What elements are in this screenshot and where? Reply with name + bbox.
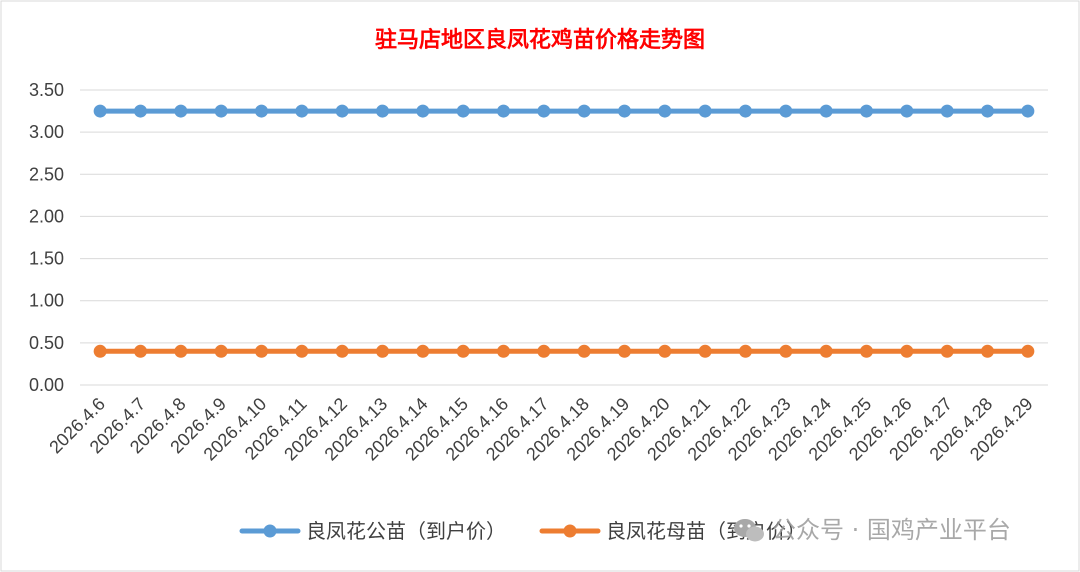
- data-point: [577, 344, 591, 358]
- data-point: [134, 104, 147, 118]
- data-point: [456, 104, 470, 118]
- data-point: [376, 104, 389, 118]
- watermark: 公众号 · 国鸡产业平台: [734, 516, 1011, 544]
- data-point: [174, 104, 188, 118]
- data-point: [658, 104, 672, 118]
- data-point: [497, 344, 510, 358]
- data-point: [618, 344, 631, 358]
- y-tick-label: 0.50: [29, 333, 64, 353]
- data-point: [376, 344, 389, 358]
- data-point: [819, 104, 833, 118]
- data-point: [335, 344, 349, 358]
- data-point: [214, 104, 228, 118]
- legend: 良凤花公苗（到户价） 良凤花母苗（到户价）: [239, 519, 806, 543]
- gridlines: [80, 89, 1048, 386]
- legend-swatch-marker: [563, 524, 577, 538]
- legend-label: 良凤花母苗（到户价）: [606, 519, 806, 543]
- data-point: [618, 104, 631, 118]
- data-point: [940, 104, 954, 118]
- data-point: [134, 344, 147, 358]
- data-point: [698, 344, 712, 358]
- data-point: [739, 344, 752, 358]
- data-point: [537, 104, 551, 118]
- data-point: [819, 344, 833, 358]
- legend-item: 良凤花公苗（到户价）: [239, 519, 506, 543]
- data-point: [416, 344, 430, 358]
- data-point: [295, 344, 309, 358]
- data-point: [335, 104, 349, 118]
- y-tick-label: 2.00: [29, 206, 64, 226]
- watermark-text: 公众号 · 国鸡产业平台: [772, 516, 1011, 544]
- data-point: [93, 344, 107, 358]
- data-point: [255, 104, 268, 118]
- data-point: [497, 104, 510, 118]
- data-point: [698, 104, 712, 118]
- data-point: [658, 344, 672, 358]
- data-point: [174, 344, 188, 358]
- y-tick-label: 3.00: [29, 122, 64, 142]
- data-point: [900, 344, 914, 358]
- data-point: [214, 344, 228, 358]
- data-point: [456, 344, 470, 358]
- data-point: [981, 104, 994, 118]
- data-point: [1021, 104, 1035, 118]
- data-point: [577, 104, 591, 118]
- data-point: [779, 104, 793, 118]
- data-point: [981, 344, 994, 358]
- y-tick-label: 2.50: [29, 164, 64, 184]
- series-1: [93, 104, 1035, 118]
- data-point: [779, 344, 793, 358]
- legend-label: 良凤花公苗（到户价）: [306, 519, 506, 543]
- data-point: [537, 344, 551, 358]
- data-point: [900, 104, 914, 118]
- series-group: [93, 104, 1035, 358]
- y-tick-label: 1.50: [29, 249, 64, 269]
- data-point: [93, 104, 107, 118]
- wechat-icon: [734, 519, 764, 542]
- data-point: [739, 104, 752, 118]
- data-point: [255, 344, 268, 358]
- y-axis-ticks: 0.00 0.50 1.00 1.50 2.00 2.50 3.00 3.50: [29, 80, 64, 395]
- y-tick-label: 1.00: [29, 291, 64, 311]
- data-point: [860, 344, 873, 358]
- data-point: [416, 104, 430, 118]
- data-point: [940, 344, 954, 358]
- series-2: [93, 344, 1035, 358]
- legend-swatch-marker: [263, 524, 277, 538]
- y-tick-label: 0.00: [29, 375, 64, 395]
- data-point: [295, 104, 309, 118]
- data-point: [1021, 344, 1035, 358]
- chart-title: 驻马店地区良凤花鸡苗价格走势图: [375, 27, 705, 53]
- y-tick-label: 3.50: [29, 80, 64, 100]
- legend-item: 良凤花母苗（到户价）: [539, 519, 806, 543]
- data-point: [860, 104, 873, 118]
